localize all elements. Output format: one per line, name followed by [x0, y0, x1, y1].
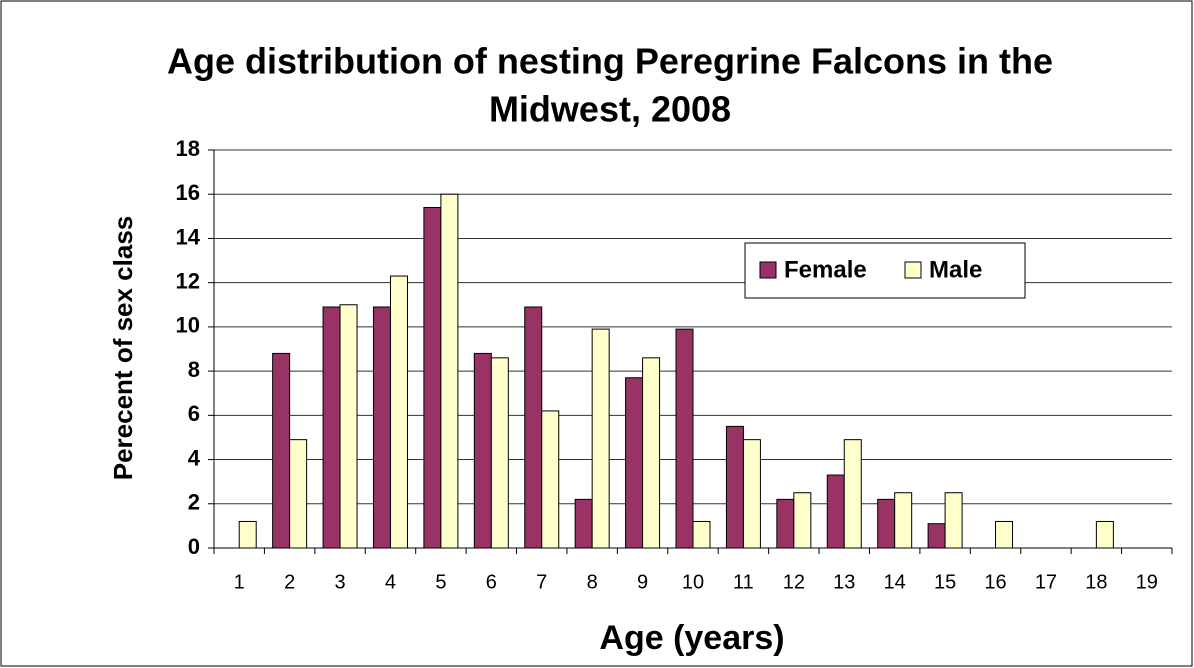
- bar: [389, 275, 408, 549]
- bar: [372, 306, 391, 549]
- legend-swatch: [904, 261, 922, 279]
- bar: [826, 474, 845, 549]
- bar: [843, 439, 862, 549]
- y-tick-label: 16: [176, 180, 200, 205]
- y-tick-label: 2: [188, 490, 200, 515]
- bar: [793, 492, 812, 549]
- x-axis-title: Age (years): [599, 619, 784, 657]
- bar: [894, 492, 913, 549]
- bar: [440, 193, 459, 549]
- bar: [625, 377, 644, 549]
- x-tick-label: 6: [486, 571, 497, 593]
- x-tick-label: 2: [284, 571, 295, 593]
- legend-swatch: [759, 261, 777, 279]
- x-tick-label: 7: [536, 571, 547, 593]
- bar: [1095, 520, 1114, 549]
- bar: [272, 352, 291, 549]
- legend-box: [744, 242, 1026, 299]
- bar: [322, 306, 341, 549]
- bar: [776, 498, 795, 549]
- y-tick-label: 6: [188, 401, 200, 426]
- bar: [944, 492, 963, 549]
- x-tick-label: 4: [385, 571, 396, 593]
- x-tick-label: 18: [1085, 571, 1107, 593]
- y-axis-title: Perecent of sex class: [108, 216, 138, 481]
- y-tick-label: 12: [176, 268, 200, 293]
- x-tick-label: 13: [833, 571, 855, 593]
- legend-label: Male: [929, 256, 982, 283]
- x-tick-label: 15: [934, 571, 956, 593]
- legend-label: Female: [784, 256, 867, 283]
- x-tick-label: 5: [435, 571, 446, 593]
- x-tick-label: 16: [984, 571, 1006, 593]
- x-tick-label: 11: [733, 571, 754, 593]
- bar: [927, 523, 946, 549]
- y-tick-label: 4: [188, 445, 201, 470]
- bar: [339, 304, 358, 549]
- x-tick-label: 14: [884, 571, 906, 593]
- bar: [692, 520, 711, 549]
- x-tick-label: 17: [1035, 571, 1057, 593]
- y-tick-label: 10: [176, 313, 200, 338]
- x-tick-label: 10: [682, 571, 704, 593]
- bar: [591, 328, 610, 549]
- bar: [675, 328, 694, 549]
- bar: [473, 352, 492, 549]
- bar: [642, 357, 661, 549]
- chart-title-line: Midwest, 2008: [489, 89, 731, 130]
- bar: [524, 306, 543, 549]
- bar: [995, 520, 1014, 549]
- x-tick-label: 12: [783, 571, 805, 593]
- bar: [541, 410, 560, 549]
- x-tick-label: 3: [334, 571, 345, 593]
- x-tick-label: 8: [587, 571, 598, 593]
- bar: [742, 439, 761, 549]
- bar: [877, 498, 896, 549]
- bar: [423, 206, 442, 549]
- y-tick-label: 18: [176, 136, 200, 161]
- y-tick-label: 8: [188, 357, 200, 382]
- x-tick-label: 19: [1136, 571, 1158, 593]
- chart-title-line: Age distribution of nesting Peregrine Fa…: [167, 41, 1053, 82]
- y-tick-label: 0: [188, 534, 200, 559]
- bar: [238, 520, 257, 549]
- bar: [289, 439, 308, 549]
- y-tick-label: 14: [176, 224, 201, 249]
- bar: [574, 498, 593, 549]
- x-tick-label: 1: [234, 571, 245, 593]
- bar: [490, 357, 509, 549]
- x-tick-label: 9: [637, 571, 648, 593]
- bar: [725, 425, 744, 549]
